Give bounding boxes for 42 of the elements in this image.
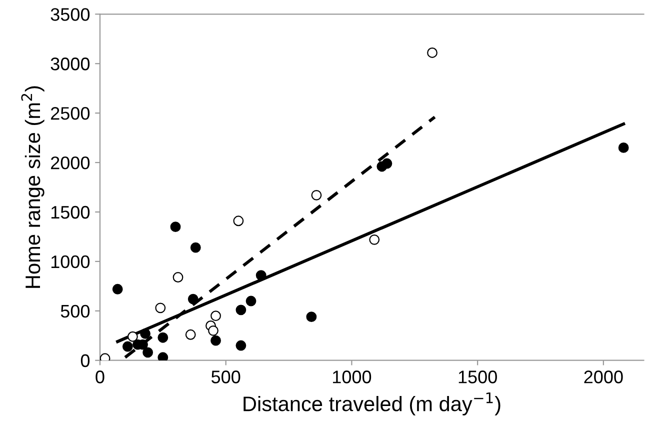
point xyxy=(188,294,198,304)
y-tick-label: 3000 xyxy=(50,58,90,70)
x-tick-label: 2000 xyxy=(584,370,623,384)
point xyxy=(233,216,244,226)
point xyxy=(208,325,218,336)
y-tick-label: 2000 xyxy=(51,156,90,170)
point xyxy=(185,329,196,340)
y-tick-label: 3500 xyxy=(50,8,90,21)
point xyxy=(369,234,380,245)
point xyxy=(210,310,221,322)
point xyxy=(236,304,246,316)
x-tick-label: 0 xyxy=(96,370,104,384)
point xyxy=(122,341,133,352)
point xyxy=(236,340,246,351)
point xyxy=(158,332,168,343)
point xyxy=(172,272,184,282)
point xyxy=(112,284,123,294)
point xyxy=(382,158,392,169)
y-tick-label: 500 xyxy=(60,304,90,318)
y-axis-title: Home range size (m$^{2}$) xyxy=(21,86,44,288)
y-tick-label: 1000 xyxy=(51,255,90,268)
point xyxy=(127,331,138,342)
y-tick-label: 2500 xyxy=(51,107,90,120)
point xyxy=(246,296,256,306)
y-tick-label: 1500 xyxy=(51,206,90,219)
point xyxy=(190,242,201,253)
x-tick-label: 500 xyxy=(212,370,240,384)
point xyxy=(306,312,317,322)
x-axis-title: Distance traveled (m day$^{−1}$) xyxy=(244,392,500,416)
x-tick-label: 1500 xyxy=(458,370,497,384)
point xyxy=(170,222,181,232)
point xyxy=(256,270,266,281)
point xyxy=(311,190,322,200)
point xyxy=(427,48,438,58)
point xyxy=(618,142,629,153)
point xyxy=(210,335,221,346)
x-tick-label: 1000 xyxy=(333,370,372,384)
point xyxy=(142,347,154,358)
point xyxy=(155,302,166,314)
y-tick-label: 0 xyxy=(80,354,90,368)
point xyxy=(158,352,168,360)
point xyxy=(140,328,150,339)
